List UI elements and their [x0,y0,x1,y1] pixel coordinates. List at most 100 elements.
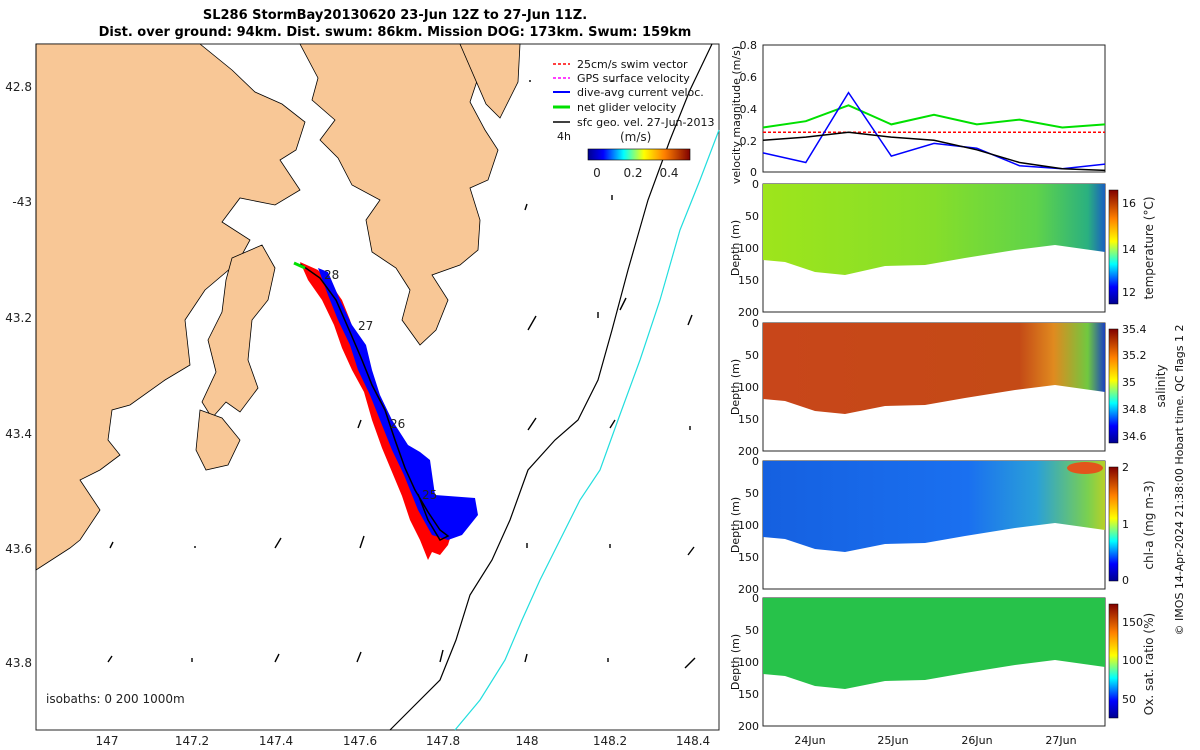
lat-tick-43.6: 43.6 [5,542,32,556]
legend-sfc: sfc geo. vel. 27-Jun-2013 [577,116,714,129]
svg-text:200: 200 [738,583,759,596]
salinity-label: salinity [1154,364,1168,407]
vel-tick-0.8: 0.8 [740,39,758,52]
legend-net: net glider velocity [577,101,677,114]
svg-text:0: 0 [752,178,759,191]
temp-tick-12: 12 [1122,286,1136,299]
chla-tick-0: 0 [1122,574,1129,587]
lat-tick-43.2: 43.2 [5,311,32,325]
series-line-dive-avg-current-veloc- [762,91,1106,170]
ox-tick-150: 150 [1122,616,1143,629]
velocity-colorbar [587,148,691,161]
svg-text:100: 100 [738,242,759,255]
salinity-panel: 35.4 35.2 35 34.8 34.6 salinity [762,322,1168,452]
x-tick-24Jun: 24Jun [794,734,825,747]
lon-tick-147.8: 147.8 [426,734,460,748]
oxygen-label: Ox. sat. ratio (%) [1142,613,1156,715]
day-label-27: 27 [358,319,373,333]
chla-tick-2: 2 [1122,461,1129,474]
svg-text:Depth (m): Depth (m) [729,359,742,415]
sal-tick-34.8: 34.8 [1122,403,1147,416]
svg-text:200: 200 [738,720,759,733]
lat-tick-43.0: -43 [12,195,32,209]
svg-text:150: 150 [738,688,759,701]
isobath-1000m [454,129,720,731]
lon-tick-147.2: 147.2 [175,734,209,748]
svg-text:50: 50 [745,624,759,637]
legend-units: (m/s) [620,130,651,144]
lat-tick-43.4: 43.4 [5,427,32,441]
ox-tick-100: 100 [1122,654,1143,667]
svg-text:0: 0 [752,592,759,605]
temperature-panel: 16 14 12 temperature (°C) [762,183,1156,313]
svg-text:200: 200 [738,306,759,319]
day-label-26: 26 [390,417,405,431]
svg-text:100: 100 [738,381,759,394]
x-tick-27Jun: 27Jun [1045,734,1076,747]
isobath-200m [389,43,713,731]
cbar-tick-0.2: 0.2 [623,166,642,180]
chla-tick-1: 1 [1122,518,1129,531]
land-peninsula-south [195,409,241,471]
cbar-tick-0.4: 0.4 [659,166,678,180]
vel-tick-0.6: 0.6 [740,71,758,84]
lat-tick-42.8: 42.8 [5,80,32,94]
figure-title-line1: SL286 StormBay20130620 23-Jun 12Z to 27-… [202,8,588,23]
lon-tick-148.4: 148.4 [676,734,710,748]
vel-tick-0: 0 [750,166,757,179]
series-line-net-glider-velocity [762,104,1106,129]
figure-title-line2: Dist. over ground: 94km. Dist. swum: 86k… [98,25,692,40]
svg-text:150: 150 [738,551,759,564]
glider-track-blue [318,268,478,540]
svg-text:150: 150 [738,413,759,426]
series-line-sfc-geo-vel- [762,131,1106,172]
svg-text:100: 100 [738,519,759,532]
chla-label: chl-a (mg m-3) [1142,480,1156,569]
legend-interval: 4h [557,130,571,143]
svg-text:0: 0 [752,317,759,330]
isobaths-label: isobaths: 0 200 1000m [46,692,185,706]
sal-tick-35: 35 [1122,376,1136,389]
svg-text:50: 50 [745,487,759,500]
glider-path-black [299,263,450,541]
temperature-label: temperature (°C) [1142,197,1156,300]
land-northeast [459,43,521,119]
land-east [299,43,499,346]
day-label-28: 28 [324,268,339,282]
imos-footer: © IMOS 14-Apr-2024 21:38:00 Hobart time.… [1173,325,1186,636]
sfc-velocity-arrows [107,80,696,669]
svg-text:50: 50 [745,210,759,223]
svg-text:150: 150 [738,274,759,287]
sal-tick-35.4: 35.4 [1122,323,1147,336]
svg-text:100: 100 [738,656,759,669]
sal-tick-34.6: 34.6 [1122,430,1147,443]
glider-net-velocity-arrow [293,261,306,270]
oxygen-panel: 150 100 50 Ox. sat. ratio (%) [762,597,1156,727]
lon-tick-148: 148 [516,734,539,748]
land-peninsula [201,244,276,419]
svg-text:200: 200 [738,445,759,458]
lon-tick-147.4: 147.4 [259,734,293,748]
legend-dive: dive-avg current veloc. [577,86,704,99]
vel-tick-0.2: 0.2 [740,135,758,148]
depth-axes: 0 50 100 150 200 Depth (m) 0 50 100 150 … [729,178,759,733]
svg-text:Depth (m): Depth (m) [729,634,742,690]
velocity-panel: 0.8 0.6 0.4 0.2 0 velocity magnitude (m/… [730,39,1106,184]
x-tick-25Jun: 25Jun [877,734,908,747]
svg-text:50: 50 [745,349,759,362]
time-axis: 24Jun 25Jun 26Jun 27Jun [794,734,1076,747]
chla-panel: 2 1 0 chl-a (mg m-3) [762,460,1156,590]
lon-tick-148.2: 148.2 [593,734,627,748]
velocity-series [762,91,1106,172]
svg-text:Depth (m): Depth (m) [729,497,742,553]
timeseries-panels[interactable]: 0.8 0.6 0.4 0.2 0 velocity magnitude (m/… [725,0,1200,750]
x-tick-26Jun: 26Jun [961,734,992,747]
map-legend: 25cm/s swim vector GPS surface velocity … [553,58,714,180]
legend-swim: 25cm/s swim vector [577,58,688,71]
map-panel[interactable]: 28 27 26 25 [0,0,725,750]
sal-tick-35.2: 35.2 [1122,349,1147,362]
svg-text:Depth (m): Depth (m) [729,220,742,276]
legend-gps: GPS surface velocity [577,72,690,85]
lon-tick-147.6: 147.6 [343,734,377,748]
lat-tick-43.8: 43.8 [5,656,32,670]
